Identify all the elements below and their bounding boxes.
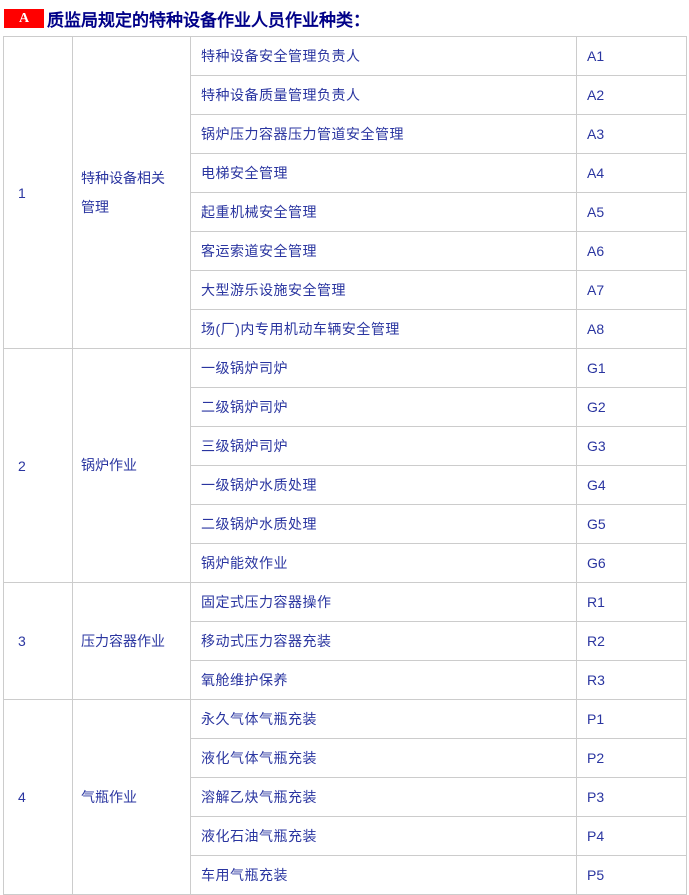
table-row: 二级锅炉司炉 G2 xyxy=(4,387,687,427)
table-row: 锅炉能效作业 G6 xyxy=(4,543,687,583)
job-code-cell: A3 xyxy=(576,114,687,154)
table-row: 移动式压力容器充装 R2 xyxy=(4,621,687,661)
job-name-cell: 大型游乐设施安全管理 xyxy=(190,270,577,310)
job-name-cell: 二级锅炉司炉 xyxy=(190,387,577,427)
table-row: 特种设备质量管理负责人 A2 xyxy=(4,75,687,115)
job-name-cell: 液化石油气瓶充装 xyxy=(190,816,577,856)
job-name-cell: 锅炉压力容器压力管道安全管理 xyxy=(190,114,577,154)
job-code-cell: G4 xyxy=(576,465,687,505)
job-name-cell: 一级锅炉水质处理 xyxy=(190,465,577,505)
job-code-cell: A2 xyxy=(576,75,687,115)
table-row: 锅炉压力容器压力管道安全管理 A3 xyxy=(4,114,687,154)
job-code-cell: P5 xyxy=(576,855,687,895)
table-row: 溶解乙炔气瓶充装 P3 xyxy=(4,777,687,817)
job-code-cell: G5 xyxy=(576,504,687,544)
table-row: 氧舱维护保养 R3 xyxy=(4,660,687,700)
job-code-cell: A4 xyxy=(576,153,687,193)
group-category-cell: 特种设备相关管理 xyxy=(72,36,191,349)
job-code-cell: G3 xyxy=(576,426,687,466)
group-category-cell: 气瓶作业 xyxy=(72,699,191,895)
table-row: 大型游乐设施安全管理 A7 xyxy=(4,270,687,310)
group-category-cell: 锅炉作业 xyxy=(72,348,191,583)
job-code-cell: A8 xyxy=(576,309,687,349)
table-row: 1 特种设备相关管理 特种设备安全管理负责人 A1 xyxy=(3,36,687,349)
job-name-cell: 一级锅炉司炉 xyxy=(190,348,577,388)
job-code-cell: P3 xyxy=(576,777,687,817)
group-category-cell: 压力容器作业 xyxy=(72,582,191,700)
page-header: A 质监局规定的特种设备作业人员作业种类： xyxy=(0,0,689,32)
group-number-cell: 1 xyxy=(3,36,73,349)
job-code-cell: R1 xyxy=(576,582,687,622)
job-code-cell: A6 xyxy=(576,231,687,271)
job-code-cell: A7 xyxy=(576,270,687,310)
job-code-cell: P1 xyxy=(576,699,687,739)
job-code-cell: R2 xyxy=(576,621,687,661)
job-code-cell: G1 xyxy=(576,348,687,388)
group-number-cell: 2 xyxy=(3,348,73,583)
job-name-cell: 车用气瓶充装 xyxy=(190,855,577,895)
job-name-cell: 场(厂)内专用机动车辆安全管理 xyxy=(190,309,577,349)
table-row: 电梯安全管理 A4 xyxy=(4,153,687,193)
section-badge: A xyxy=(4,9,44,28)
table-row: 3 压力容器作业 固定式压力容器操作 R1 xyxy=(3,582,687,700)
table-row: 起重机械安全管理 A5 xyxy=(4,192,687,232)
job-name-cell: 起重机械安全管理 xyxy=(190,192,577,232)
table-row: 液化气体气瓶充装 P2 xyxy=(4,738,687,778)
job-code-cell: R3 xyxy=(576,660,687,700)
table-row: 三级锅炉司炉 G3 xyxy=(4,426,687,466)
job-name-cell: 客运索道安全管理 xyxy=(190,231,577,271)
table-row: 场(厂)内专用机动车辆安全管理 A8 xyxy=(4,309,687,349)
job-name-cell: 移动式压力容器充装 xyxy=(190,621,577,661)
job-code-cell: P4 xyxy=(576,816,687,856)
job-name-cell: 固定式压力容器操作 xyxy=(190,582,577,622)
job-name-cell: 永久气体气瓶充装 xyxy=(190,699,577,739)
table-row: 二级锅炉水质处理 G5 xyxy=(4,504,687,544)
page-title: 质监局规定的特种设备作业人员作业种类： xyxy=(47,11,370,30)
job-name-cell: 锅炉能效作业 xyxy=(190,543,577,583)
job-name-cell: 氧舱维护保养 xyxy=(190,660,577,700)
job-name-cell: 特种设备质量管理负责人 xyxy=(190,75,577,115)
job-categories-table: 1 特种设备相关管理 特种设备安全管理负责人 A1 特种设备质量管理负责人 A2 锅炉压力容… xyxy=(3,36,687,895)
job-code-cell: A1 xyxy=(576,36,687,76)
job-name-cell: 溶解乙炔气瓶充装 xyxy=(190,777,577,817)
job-name-cell: 二级锅炉水质处理 xyxy=(190,504,577,544)
job-name-cell: 特种设备安全管理负责人 xyxy=(190,36,577,76)
job-code-cell: A5 xyxy=(576,192,687,232)
group-number-cell: 3 xyxy=(3,582,73,700)
job-code-cell: G2 xyxy=(576,387,687,427)
job-name-cell: 三级锅炉司炉 xyxy=(190,426,577,466)
table-row: 2 锅炉作业 一级锅炉司炉 G1 xyxy=(3,348,687,583)
group-number-cell: 4 xyxy=(3,699,73,895)
table-row: 客运索道安全管理 A6 xyxy=(4,231,687,271)
job-code-cell: P2 xyxy=(576,738,687,778)
table-row: 4 气瓶作业 永久气体气瓶充装 P1 xyxy=(3,699,687,895)
job-name-cell: 电梯安全管理 xyxy=(190,153,577,193)
job-name-cell: 液化气体气瓶充装 xyxy=(190,738,577,778)
job-code-cell: G6 xyxy=(576,543,687,583)
